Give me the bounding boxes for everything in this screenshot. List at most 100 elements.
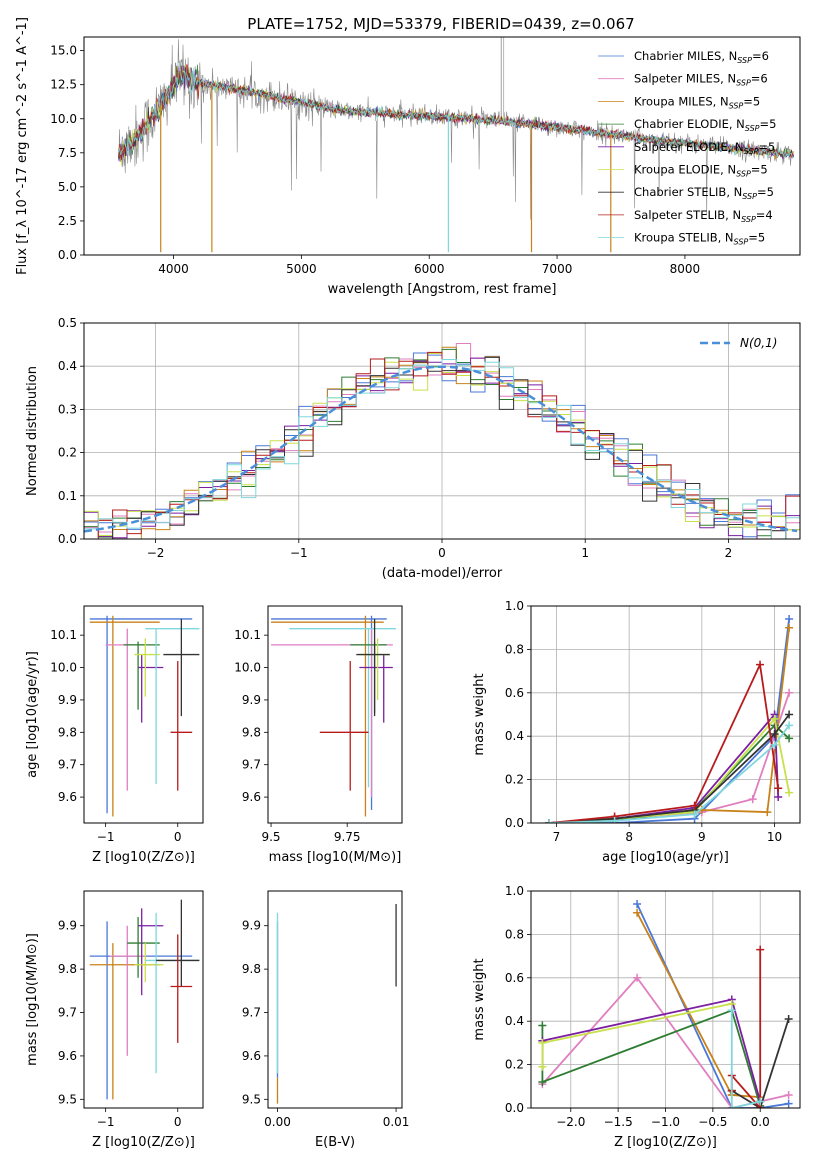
y-tick-label: 0.5 (58, 316, 77, 330)
weight-marker (784, 1015, 793, 1024)
legend-nssp-prefix: , N (726, 185, 742, 199)
x-tick-label: 0 (174, 1115, 182, 1129)
x-tick-label: 7000 (542, 262, 573, 276)
weight-line (636, 912, 761, 1099)
data-point (289, 628, 396, 788)
y-tick-label: 0.6 (505, 971, 524, 985)
data-point (356, 618, 390, 717)
data-point (170, 661, 193, 791)
y-tick-label: 0.2 (505, 773, 524, 787)
legend-nssp-value: =5 (758, 140, 775, 154)
error-bars (89, 899, 200, 1100)
legend-label: Salpeter ELODIE, NSSP=5 (634, 140, 775, 156)
gaussian-curve (84, 365, 798, 533)
x-axis-label: Z [log10(Z/Z⊙)] (92, 850, 195, 865)
x-tick-label: −1 (97, 830, 115, 844)
mass_vs_ebv-panel: 0.00 0.01 9.5 9.6 9.7 9.8 9.9 E(B-V) (242, 890, 409, 1150)
legend-label: N(0,1) (740, 336, 777, 350)
plot-frame (83, 605, 204, 824)
y-tick-label: 1.0 (505, 599, 524, 613)
weight-marker (538, 1038, 547, 1047)
weight-marker (756, 945, 765, 954)
residual-panel: −2 −1 0 1 2 0.0 0.1 0.2 0.3 0.4 0.5 (data-model)/er… (25, 316, 801, 581)
weight-marker (784, 1090, 793, 1099)
y-tick-label: 2.5 (58, 214, 77, 228)
weight-marker (784, 1099, 793, 1108)
tick-labels: −1 0 9.6 9.7 9.8 9.9 10.0 10.1 (50, 628, 181, 844)
tick-labels: 7 8 9 10 0.0 0.2 0.4 0.6 0.8 1.0 (505, 599, 782, 844)
y-tick-label: 9.6 (242, 790, 261, 804)
y-axis-label: mass weight (472, 958, 487, 1040)
legend-nssp-value: =5 (743, 94, 760, 108)
data-point (271, 615, 384, 817)
y-tick-label: 9.9 (58, 693, 77, 707)
y-tick-label: 7.5 (58, 146, 77, 160)
plot-frame (83, 36, 801, 256)
weight-marker (785, 623, 794, 632)
model-spectrum (118, 61, 794, 159)
plot-frame (530, 605, 801, 824)
weight-marker (690, 810, 699, 819)
weight-marker (727, 1006, 736, 1015)
x-tick-label: −0.5 (698, 1115, 727, 1129)
weight-marker (756, 1097, 765, 1106)
age_vs_Z-panel: −1 0 9.6 9.7 9.8 9.9 10.0 10.1 Z [log10(Z/Z⊙)] ag… (25, 605, 204, 865)
legend-model: Salpeter MILES (634, 72, 720, 86)
spectrum-panel: 4000 5000 6000 7000 8000 0.0 2.5 5.0 7.5 10.0 12.5… (15, 17, 801, 297)
legend-nssp-prefix: , N (721, 49, 737, 63)
y-tick-label: 0.8 (505, 927, 524, 941)
legend-nssp-sub: SSP (737, 56, 752, 65)
legend-nssp-prefix: , N (720, 72, 736, 86)
y-tick-label: 10.1 (234, 628, 261, 642)
legend-nssp-prefix: , N (718, 231, 734, 245)
y-tick-label: 9.8 (242, 725, 261, 739)
legend-nssp-value: =5 (760, 117, 777, 131)
tick-labels: 9.5 9.75 9.6 9.7 9.8 9.9 10.0 10.1 (234, 628, 360, 844)
grid-lines (531, 605, 800, 824)
figure-title: PLATE=1752, MJD=53379, FIBERID=0439, z=0… (247, 15, 634, 33)
weight-marker (770, 730, 779, 739)
x-tick-label: 0.0 (751, 1115, 770, 1129)
data-point (163, 618, 200, 717)
x-tick-label: 0.00 (264, 1115, 291, 1129)
data-point (105, 628, 146, 791)
legend-nssp-prefix: , N (728, 140, 744, 154)
weight-marker (633, 900, 642, 909)
data-point (134, 943, 164, 983)
x-axis-label: Z [log10(Z/Z⊙)] (92, 1135, 195, 1150)
data-point (359, 654, 393, 723)
legend-nssp-value: =6 (752, 49, 769, 63)
legend-model: Kroupa STELIB (634, 231, 718, 245)
y-tick-label: 0.0 (58, 532, 77, 546)
y-tick-label: 9.9 (242, 919, 261, 933)
legend-model: Salpeter STELIB (634, 208, 725, 222)
legend-label: Kroupa ELODIE, NSSP=5 (634, 163, 768, 179)
y-tick-label: 0.0 (505, 816, 524, 830)
y-tick-label: 9.9 (242, 693, 261, 707)
y-tick-label: 0.2 (58, 446, 77, 460)
x-axis-label: age [log10(age/yr)] (602, 850, 729, 865)
weight-marker (785, 788, 794, 797)
x-tick-label: 9.75 (334, 830, 361, 844)
weight-series (538, 900, 793, 1108)
legend-nssp-sub: SSP (736, 170, 751, 179)
x-axis-label: wavelength [Angstrom, rest frame] (328, 282, 557, 297)
x-tick-label: 8000 (670, 262, 701, 276)
weight-marker (610, 816, 619, 823)
y-tick-label: 9.7 (58, 758, 77, 772)
spectrum-lines (118, 37, 794, 253)
y-tick-label: 0.2 (505, 1058, 524, 1072)
error-bars (89, 615, 200, 817)
x-axis-label: E(B-V) (315, 1135, 355, 1150)
plot-frame (530, 890, 801, 1109)
y-tick-label: 0.0 (505, 1101, 524, 1115)
x-tick-label: 9.5 (261, 830, 280, 844)
legend-nssp-sub: SSP (742, 192, 757, 201)
y-tick-label: 9.7 (242, 758, 261, 772)
weight-marker (785, 710, 794, 719)
y-tick-label: 10.0 (50, 112, 77, 126)
data-point (127, 917, 160, 978)
weight-marker (774, 784, 783, 793)
